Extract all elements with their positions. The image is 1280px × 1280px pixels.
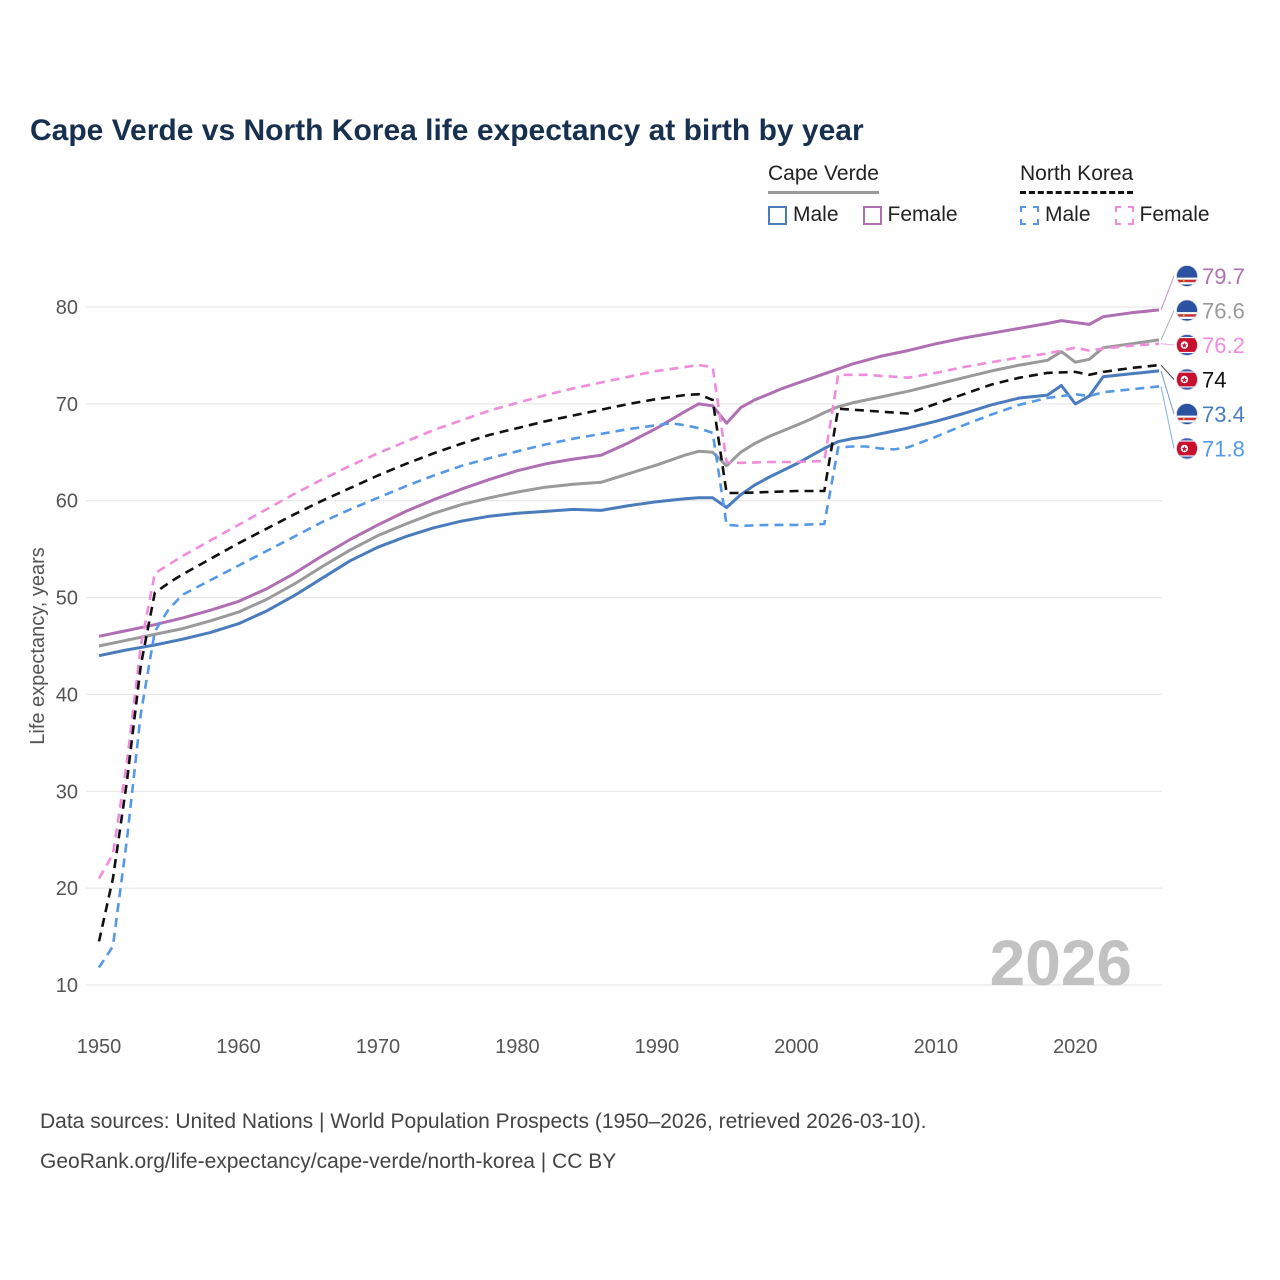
footer: Data sources: United Nations | World Pop… [40,1102,926,1182]
north-korea-flag-icon [1176,438,1198,460]
x-tick-label: 2000 [774,1036,819,1058]
series-line-north-korea-female [97,342,1160,880]
y-tick-label: 50 [56,588,78,610]
axis-labels: 10 20 30 40 50 60 70 80 1950 1960 1970 1980 1990 2000… [27,297,1098,1058]
end-label-leader [1160,343,1175,346]
legend-item-label: Female [1139,203,1210,226]
y-tick-label: 70 [56,394,78,416]
legend-group-cape-verde: Cape Verde Male Female [768,162,974,227]
x-tick-label: 1960 [216,1036,261,1058]
north-korea-flag-icon [1176,369,1198,391]
y-tick-label: 60 [56,491,78,513]
cape-verde-flag-icon [1176,404,1198,425]
north-korea-male-swatch-icon [1020,205,1039,225]
cape-verde-flag-icon [1176,300,1198,321]
page-title: Cape Verde vs North Korea life expectanc… [30,114,864,148]
end-label-leader [1160,386,1175,449]
end-label-value: 79.7 [1202,264,1245,289]
legend-item-label: Female [887,203,958,226]
end-label-value: 71.8 [1202,437,1245,462]
end-label-leader [1160,310,1175,341]
x-tick-label: 1970 [356,1036,401,1058]
series-line-north-korea-both-sexes [97,363,1160,942]
y-tick-label: 40 [56,684,78,706]
cape-verde-female-swatch-icon [862,205,882,225]
x-tick-label: 2020 [1053,1036,1098,1058]
series-line-north-korea-male [97,385,1160,969]
series-lines [97,308,1160,969]
legend-group-title-north-korea: North Korea [1020,162,1134,194]
legend-group-north-korea: North Korea Male Female [1020,162,1226,227]
cape-verde-male-swatch-icon [768,205,787,225]
y-tick-label: 80 [56,297,78,319]
legend-group-title-cape-verde: Cape Verde [768,162,879,194]
footer-data-sources: Data sources: United Nations | World Pop… [40,1110,927,1133]
legend-item-label: Male [793,203,839,226]
y-tick-label: 20 [56,878,78,900]
end-label-leader [1160,370,1175,415]
end-label-value: 73.4 [1202,402,1245,427]
legend-item-north-korea-male[interactable]: Male [1020,203,1091,227]
end-label-value: 76.6 [1202,299,1245,324]
cape-verde-flag-icon [1176,266,1198,287]
legend-item-north-korea-female[interactable]: Female [1114,203,1210,227]
legend-item-cape-verde-male[interactable]: Male [768,203,839,227]
end-value-labels: 79.7 76.6 76.2 74 73.4 71.8 [1160,264,1245,462]
y-tick-label: 10 [56,975,78,997]
footer-attribution: GeoRank.org/life-expectancy/cape-verde/n… [40,1149,617,1173]
north-korea-female-swatch-icon [1114,205,1134,225]
end-label-leader [1160,275,1175,311]
gridlines [86,306,1162,986]
watermark-year: 2026 [990,927,1132,999]
x-tick-label: 2010 [914,1036,959,1058]
end-label-leader [1160,364,1175,380]
x-tick-label: 1990 [635,1036,680,1058]
y-axis-title: Life expectancy, years [27,547,49,745]
series-line-cape-verde-both-sexes [98,338,1160,648]
y-tick-label: 30 [56,781,78,803]
series-line-cape-verde-male [98,369,1160,658]
north-korea-flag-icon [1176,334,1198,356]
series-line-cape-verde-female [98,308,1160,638]
legend-item-label: Male [1045,203,1091,226]
x-tick-label: 1980 [495,1036,540,1058]
watermark: 2026 [990,927,1132,999]
x-tick-label: 1950 [77,1036,122,1058]
legend: Cape Verde Male Female North Korea Male [0,162,1280,252]
end-label-value: 74 [1202,368,1226,393]
end-label-value: 76.2 [1202,333,1245,358]
legend-item-cape-verde-female[interactable]: Female [862,203,958,227]
